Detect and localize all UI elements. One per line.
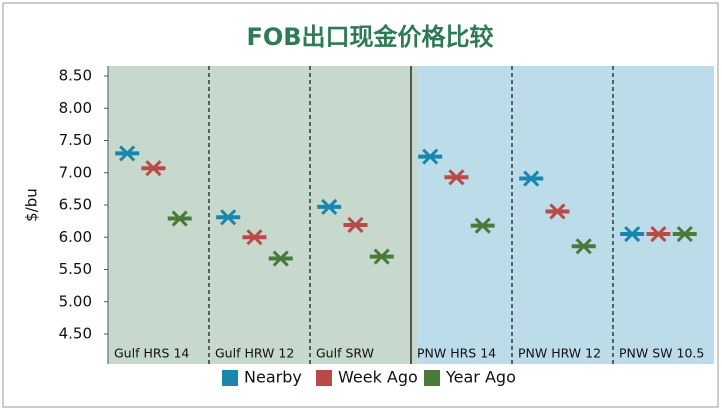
- marker-x: [422, 148, 439, 165]
- marker: [317, 198, 342, 215]
- marker-x: [474, 217, 491, 234]
- marker-x: [145, 160, 162, 177]
- marker: [620, 225, 645, 243]
- y-tick-label: 7.00: [59, 163, 92, 181]
- x-tick-label: Gulf HRW 12: [215, 346, 294, 361]
- marker: [646, 225, 671, 243]
- marker-x: [119, 145, 136, 162]
- legend-swatch: [424, 370, 440, 386]
- legend-swatch: [222, 370, 238, 386]
- x-tick-label: PNW HRS 14: [417, 346, 496, 361]
- marker-x: [676, 225, 693, 243]
- marker-x: [321, 198, 338, 215]
- marker-x: [272, 250, 289, 267]
- y-tick-label: 8.50: [59, 67, 92, 85]
- marker: [343, 216, 368, 234]
- marker-x: [575, 238, 592, 255]
- marker: [242, 229, 267, 246]
- marker-x: [523, 170, 540, 187]
- legend-swatch: [316, 370, 332, 386]
- y-tick-label: 5.50: [59, 260, 92, 278]
- y-tick-label: 8.00: [59, 99, 92, 117]
- y-tick-label: 4.50: [59, 325, 92, 343]
- x-tick-label: PNW HRW 12: [518, 346, 601, 361]
- marker: [418, 148, 443, 165]
- marker: [268, 250, 293, 267]
- marker: [141, 160, 166, 177]
- marker-x: [624, 225, 641, 243]
- marker-x: [373, 248, 390, 265]
- marker-x: [650, 225, 667, 243]
- y-tick-label: 7.50: [59, 131, 92, 149]
- chart-title: FOB出口现金价格比较: [246, 23, 493, 51]
- gulf-region: [108, 66, 417, 364]
- marker-x: [220, 209, 237, 226]
- marker: [216, 209, 241, 226]
- x-tick-label: Gulf SRW: [316, 346, 374, 361]
- y-tick-label: 6.00: [59, 228, 92, 246]
- marker: [167, 210, 192, 227]
- marker-x: [549, 203, 566, 220]
- marker: [115, 145, 140, 162]
- legend-label: Week Ago: [338, 368, 418, 387]
- marker: [571, 238, 596, 255]
- y-tick-label: 5.00: [59, 292, 92, 310]
- marker: [369, 248, 394, 265]
- marker: [444, 169, 469, 186]
- y-axis-label: $/bu: [23, 188, 41, 222]
- marker-x: [246, 229, 263, 246]
- legend-label: Nearby: [244, 368, 302, 387]
- x-tick-label: PNW SW 10.5: [619, 346, 704, 361]
- marker: [545, 203, 570, 220]
- marker: [470, 217, 495, 234]
- marker-x: [448, 169, 465, 186]
- marker: [519, 170, 544, 187]
- y-tick-label: 6.50: [59, 196, 92, 214]
- marker: [672, 225, 697, 243]
- pnw-region: [417, 66, 714, 364]
- marker-x: [347, 216, 364, 234]
- marker-x: [171, 210, 188, 227]
- x-tick-label: Gulf HRS 14: [114, 346, 189, 361]
- legend-label: Year Ago: [445, 368, 516, 387]
